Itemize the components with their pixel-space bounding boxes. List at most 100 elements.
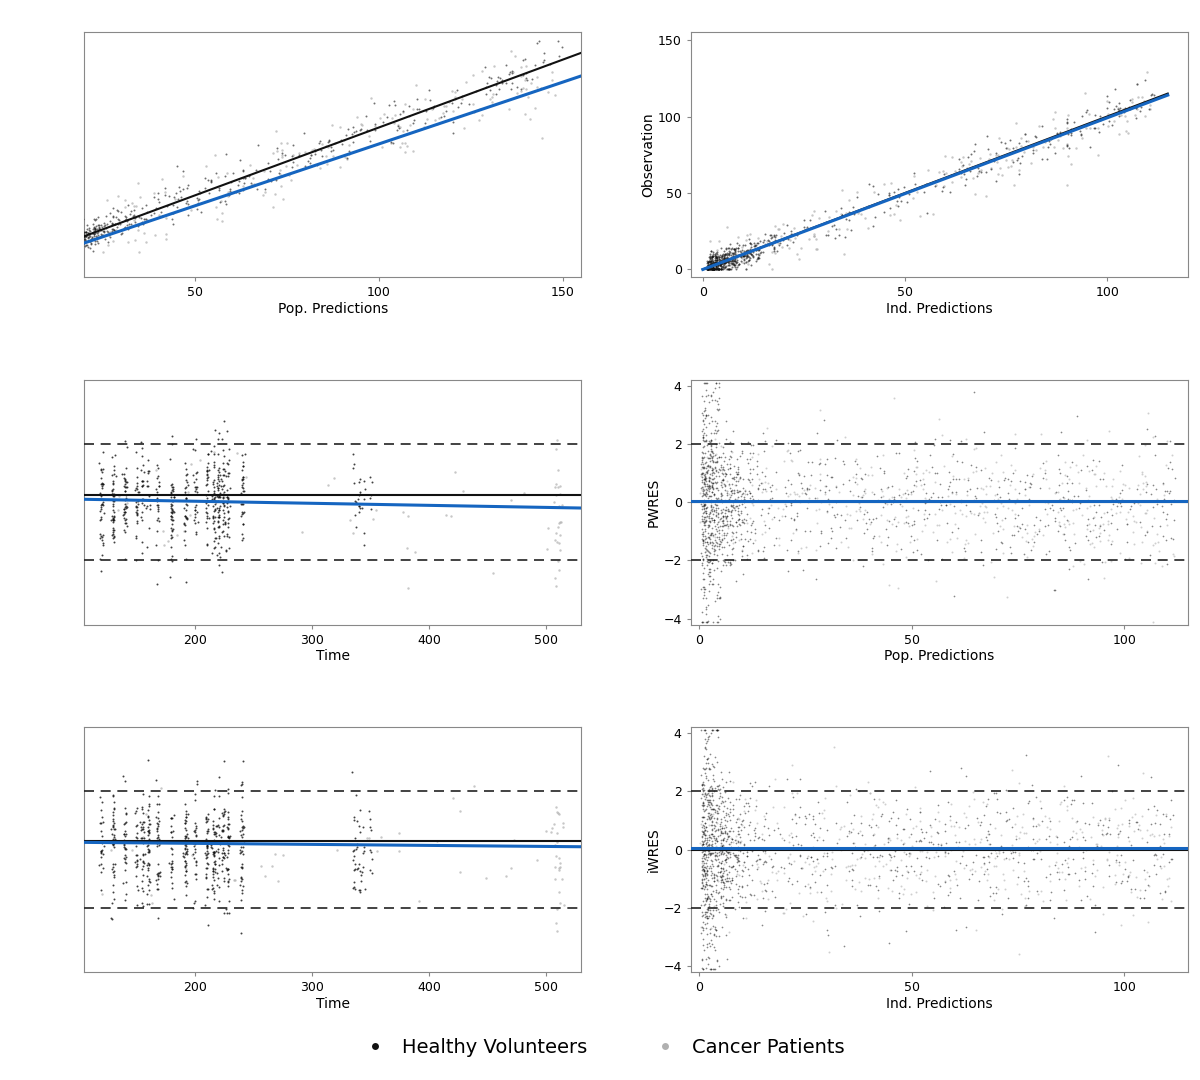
Point <box>49 230 68 247</box>
Point <box>198 537 217 554</box>
Point <box>61 240 80 257</box>
Point <box>810 402 829 419</box>
Point <box>703 906 722 923</box>
Point <box>1058 539 1078 556</box>
Point <box>103 787 122 805</box>
Point <box>233 525 252 542</box>
Point <box>697 891 716 908</box>
Point <box>712 880 731 897</box>
Point <box>1051 124 1070 141</box>
Point <box>710 251 730 268</box>
Point <box>887 197 906 214</box>
Point <box>695 832 714 849</box>
Point <box>53 234 72 252</box>
Point <box>697 254 716 271</box>
Point <box>692 859 712 876</box>
Point <box>714 840 733 858</box>
Point <box>929 804 948 821</box>
Point <box>235 445 254 462</box>
Point <box>373 113 392 131</box>
Point <box>526 56 545 73</box>
Point <box>794 221 814 239</box>
Point <box>704 424 724 442</box>
Point <box>1080 815 1099 833</box>
Point <box>1088 839 1108 856</box>
Point <box>712 256 731 273</box>
Point <box>718 492 737 510</box>
Point <box>761 234 780 252</box>
Point <box>52 230 71 247</box>
Point <box>884 389 904 406</box>
Point <box>786 491 805 509</box>
Point <box>1099 112 1118 130</box>
Point <box>822 469 841 486</box>
Point <box>548 461 568 478</box>
Point <box>695 895 714 913</box>
Point <box>706 255 725 272</box>
Point <box>146 771 166 788</box>
Point <box>53 233 72 251</box>
Point <box>1112 457 1132 474</box>
Point <box>1020 882 1039 900</box>
Point <box>755 516 774 534</box>
Point <box>706 379 725 396</box>
Point <box>74 226 94 243</box>
Point <box>163 501 182 518</box>
Point <box>163 511 182 528</box>
Point <box>1075 814 1094 832</box>
Point <box>77 222 96 240</box>
Point <box>701 258 720 275</box>
Point <box>710 841 730 859</box>
Point <box>46 240 65 257</box>
Point <box>935 148 954 165</box>
Point <box>943 467 962 484</box>
Point <box>1069 474 1088 491</box>
Point <box>71 231 90 248</box>
Point <box>710 610 730 627</box>
Point <box>47 237 66 254</box>
Point <box>230 876 250 893</box>
Point <box>695 374 714 391</box>
Point <box>60 224 79 241</box>
Point <box>694 449 713 467</box>
Point <box>986 146 1006 163</box>
Point <box>1050 500 1069 517</box>
Point <box>952 491 971 509</box>
Point <box>504 63 523 80</box>
Point <box>347 518 366 536</box>
Point <box>1099 747 1118 765</box>
Point <box>47 242 66 259</box>
Point <box>695 559 714 577</box>
Point <box>700 809 719 826</box>
Point <box>67 228 86 245</box>
Point <box>692 530 712 548</box>
Point <box>269 165 288 183</box>
Point <box>1093 816 1112 834</box>
Point <box>714 255 733 272</box>
Point <box>1152 557 1171 575</box>
Point <box>1044 581 1063 598</box>
Point <box>103 511 122 528</box>
Point <box>102 511 121 528</box>
Point <box>922 488 941 505</box>
Point <box>65 229 84 246</box>
Point <box>233 181 252 199</box>
Point <box>218 843 238 861</box>
Point <box>700 508 719 525</box>
Point <box>56 242 76 259</box>
Point <box>694 866 713 883</box>
Point <box>88 227 107 244</box>
Point <box>187 772 206 789</box>
Point <box>696 480 715 497</box>
Point <box>704 260 724 278</box>
Point <box>803 810 822 827</box>
Point <box>378 108 397 125</box>
Point <box>224 872 244 889</box>
Point <box>218 503 238 521</box>
Point <box>720 872 739 889</box>
Point <box>74 227 94 244</box>
Point <box>707 515 726 532</box>
Point <box>204 482 223 499</box>
Point <box>738 246 757 264</box>
Point <box>702 787 721 805</box>
